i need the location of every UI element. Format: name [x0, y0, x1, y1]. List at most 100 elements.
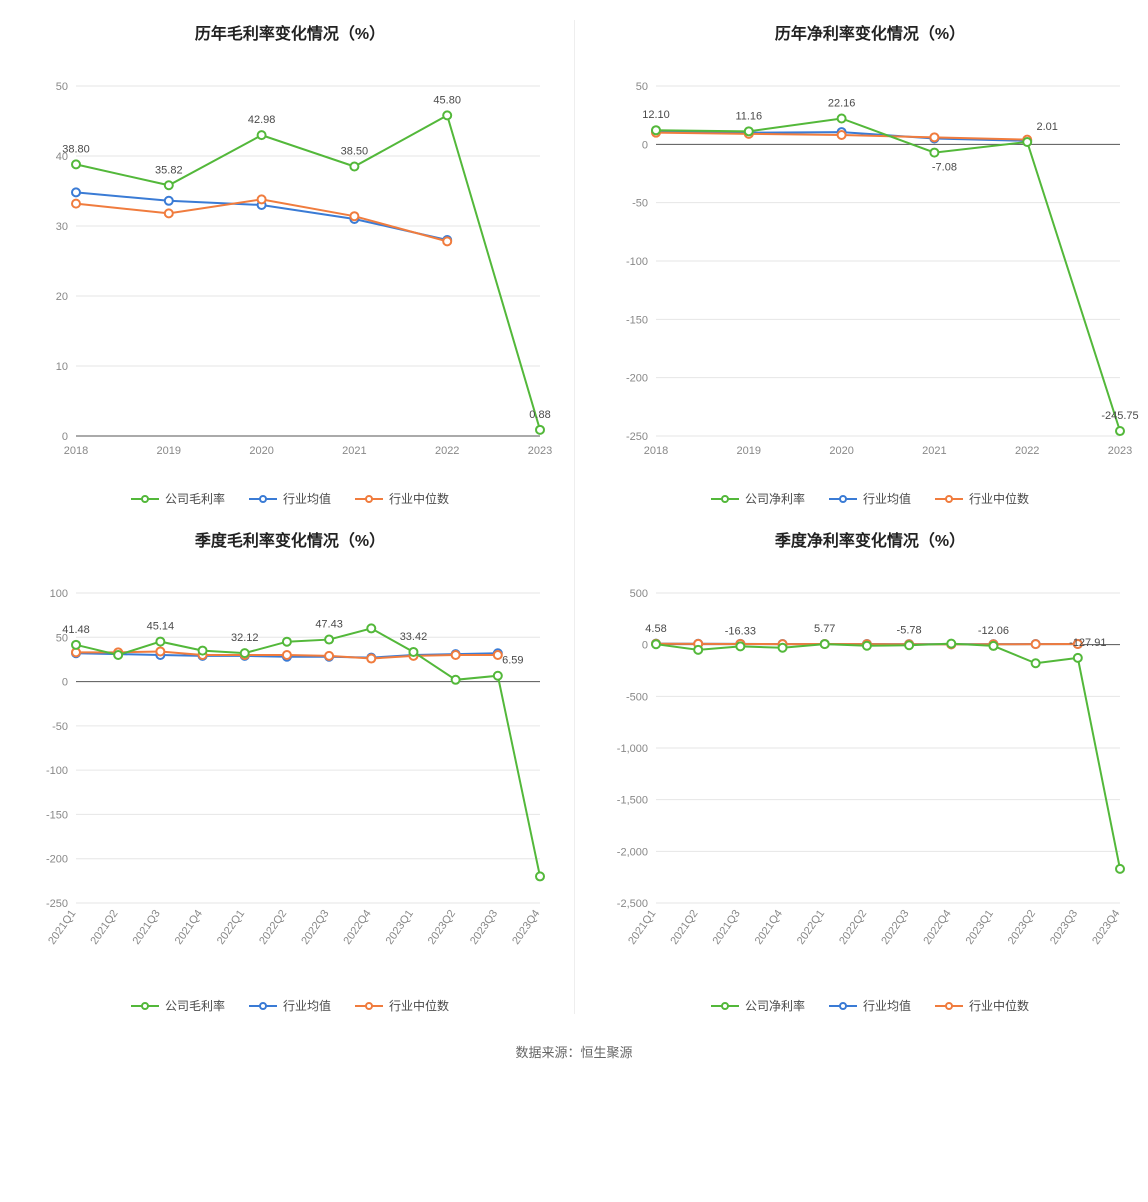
legend-label: 行业均值: [863, 997, 911, 1014]
y-tick-label: 500: [630, 588, 648, 600]
series-marker-industry_median: [443, 237, 451, 245]
x-tick-label: 2023Q2: [1006, 908, 1038, 947]
legend-swatch-icon: [355, 493, 383, 505]
series-marker-company: [156, 638, 164, 646]
x-tick-label: 2018: [64, 445, 88, 457]
x-tick-label: 2023Q1: [964, 908, 996, 947]
series-marker-company: [694, 646, 702, 654]
series-marker-company: [1116, 865, 1124, 873]
series-marker-company: [494, 672, 502, 680]
legend-item-industry_avg: 行业均值: [829, 490, 911, 507]
chart-title: 季度毛利率变化情况（%）: [20, 527, 560, 551]
x-tick-label: 2022: [435, 445, 459, 457]
point-label: 4.58: [645, 623, 666, 635]
y-tick-label: -2,000: [617, 846, 648, 858]
series-marker-industry_median: [494, 651, 502, 659]
series-marker-company: [947, 640, 955, 648]
legend: 公司毛利率行业均值行业中位数: [20, 997, 560, 1014]
y-tick-label: -250: [626, 431, 648, 443]
series-marker-company: [905, 641, 913, 649]
series-marker-company: [1074, 654, 1082, 662]
y-tick-label: -150: [626, 314, 648, 326]
point-label: 42.98: [248, 114, 276, 126]
y-tick-label: -1,000: [617, 743, 648, 755]
series-marker-company: [283, 638, 291, 646]
y-tick-label: -200: [46, 854, 68, 866]
legend-item-industry_median: 行业中位数: [935, 997, 1029, 1014]
series-marker-company: [863, 642, 871, 650]
series-marker-company: [652, 640, 660, 648]
point-label: 38.80: [62, 143, 90, 155]
x-tick-label: 2021Q2: [668, 908, 700, 947]
legend-swatch-icon: [829, 493, 857, 505]
series-marker-company: [409, 648, 417, 656]
series-marker-industry_median: [350, 212, 358, 220]
x-tick-label: 2019: [157, 445, 181, 457]
series-marker-company: [652, 126, 660, 134]
series-line-company: [656, 644, 1120, 869]
x-tick-label: 2023Q1: [384, 908, 416, 947]
legend-swatch-icon: [829, 1000, 857, 1012]
legend-swatch-icon: [711, 1000, 739, 1012]
series-line-company: [76, 628, 540, 876]
legend-label: 行业均值: [283, 490, 331, 507]
x-tick-label: 2020: [829, 445, 853, 457]
legend-item-company: 公司毛利率: [131, 490, 225, 507]
series-marker-company: [72, 160, 80, 168]
point-label: -16.33: [725, 625, 756, 637]
series-marker-company: [736, 642, 744, 650]
chart-panel-annual_gross: 历年毛利率变化情况（%）0102030405020182019202020212…: [0, 10, 580, 517]
legend-item-industry_median: 行业中位数: [935, 490, 1029, 507]
chart-svg: -2,500-2,000-1,500-1,000-50005002021Q120…: [600, 563, 1140, 983]
y-tick-label: 50: [56, 81, 68, 93]
legend-swatch-icon: [935, 493, 963, 505]
x-tick-label: 2021: [922, 445, 946, 457]
y-tick-label: 0: [62, 431, 68, 443]
chart-panel-quarter_gross: 季度毛利率变化情况（%）-250-200-150-100-50050100202…: [0, 517, 580, 1024]
series-marker-industry_median: [72, 200, 80, 208]
series-marker-company: [745, 127, 753, 135]
point-label: -245.75: [1101, 410, 1138, 422]
series-marker-company: [821, 640, 829, 648]
y-tick-label: -2,500: [617, 898, 648, 910]
x-tick-label: 2023Q3: [1048, 908, 1080, 947]
y-tick-label: -50: [632, 198, 648, 210]
series-marker-company: [72, 641, 80, 649]
chart-title: 历年净利率变化情况（%）: [600, 20, 1140, 44]
legend-item-company: 公司毛利率: [131, 997, 225, 1014]
y-tick-label: -150: [46, 809, 68, 821]
legend-item-company: 公司净利率: [711, 490, 805, 507]
point-label: 12.10: [642, 109, 670, 121]
series-marker-company: [1032, 659, 1040, 667]
point-label: 32.12: [231, 632, 259, 644]
x-tick-label: 2021Q4: [173, 908, 205, 947]
x-tick-label: 2022Q2: [257, 908, 289, 947]
x-tick-label: 2023Q4: [510, 908, 542, 947]
x-tick-label: 2020: [249, 445, 273, 457]
legend-swatch-icon: [131, 1000, 159, 1012]
point-label: 33.42: [400, 631, 428, 643]
series-marker-company: [350, 163, 358, 171]
point-label: 11.16: [735, 110, 762, 122]
x-tick-label: 2022: [1015, 445, 1039, 457]
x-tick-label: 2021Q3: [131, 908, 163, 947]
y-tick-label: -50: [52, 721, 68, 733]
x-tick-label: 2023Q2: [426, 908, 458, 947]
legend-label: 公司毛利率: [165, 997, 225, 1014]
series-marker-industry_median: [930, 133, 938, 141]
y-tick-label: 0: [62, 677, 68, 689]
legend-item-industry_median: 行业中位数: [355, 997, 449, 1014]
point-label: 45.14: [147, 621, 175, 633]
x-tick-label: 2018: [644, 445, 668, 457]
legend-label: 行业中位数: [969, 490, 1029, 507]
series-marker-industry_median: [283, 651, 291, 659]
chart-title: 季度净利率变化情况（%）: [600, 527, 1140, 551]
series-line-company: [656, 118, 1120, 431]
legend: 公司净利率行业均值行业中位数: [600, 997, 1140, 1014]
x-tick-label: 2021Q1: [46, 908, 78, 947]
point-label: 47.43: [315, 619, 343, 631]
x-tick-label: 2023Q4: [1090, 908, 1122, 947]
x-tick-label: 2019: [737, 445, 761, 457]
series-marker-company: [536, 426, 544, 434]
x-tick-label: 2022Q3: [299, 908, 331, 947]
